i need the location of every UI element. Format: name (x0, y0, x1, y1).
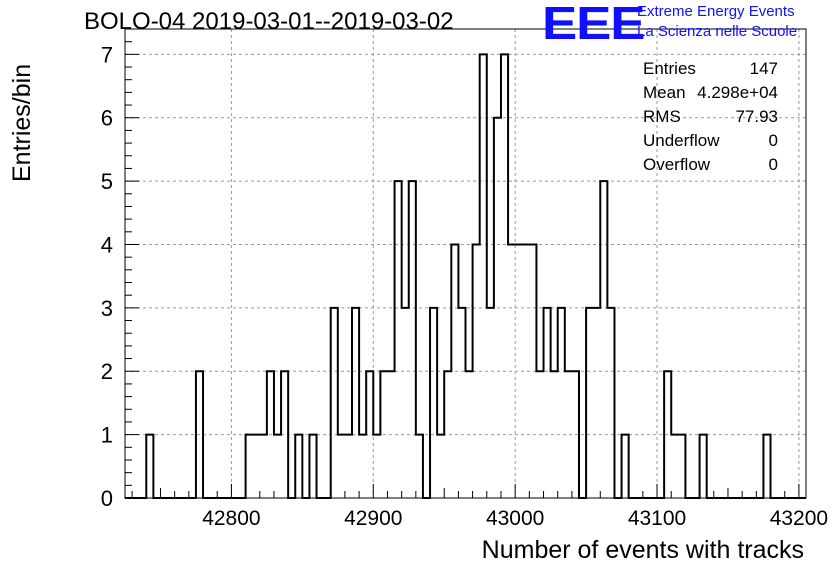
histogram-bin (700, 435, 707, 498)
histogram-bin (253, 435, 260, 498)
histogram-bin (678, 435, 685, 498)
histogram-bin (267, 371, 274, 498)
histogram-bin (246, 435, 253, 498)
histogram-bin (529, 244, 536, 498)
y-tick-label: 2 (101, 359, 113, 384)
histogram-bin (352, 308, 359, 498)
histogram-bin (536, 371, 543, 498)
histogram-bin (331, 308, 338, 498)
y-axis-label: Entries/bin (8, 63, 36, 182)
histogram-bin (593, 308, 600, 498)
histogram-bin (387, 371, 394, 498)
histogram-bin (501, 54, 508, 498)
histogram-bin (586, 308, 593, 498)
histogram-bin (508, 244, 515, 498)
stats-row-mean: Mean 4.298e+04 (640, 83, 782, 107)
stats-underflow-label: Underflow (643, 131, 720, 150)
histogram-bin (146, 435, 153, 498)
y-tick-label: 7 (101, 42, 113, 67)
histogram-bin (473, 244, 480, 498)
stats-row-entries: Entries 147 (640, 59, 782, 83)
y-tick-label: 3 (101, 296, 113, 321)
histogram-bin (572, 371, 579, 498)
y-tick-label: 5 (101, 169, 113, 194)
x-tick-label: 42900 (344, 507, 402, 530)
histogram-bin (607, 308, 614, 498)
histogram-bin (338, 435, 345, 498)
histogram-bin (515, 244, 522, 498)
y-tick-label: 1 (101, 423, 113, 448)
stats-underflow-value: 0 (768, 131, 778, 150)
stats-overflow-value: 0 (768, 155, 778, 174)
histogram-bin (480, 54, 487, 498)
histogram-bin (281, 371, 288, 498)
histogram-bin (402, 308, 409, 498)
x-tick-label: 43100 (628, 507, 686, 530)
stats-rms-value: 77.93 (735, 107, 778, 126)
x-axis-label: Number of events with tracks (481, 536, 804, 564)
logo-text-line2: La Scienza nelle Scuole (637, 23, 798, 40)
y-tick-label: 0 (101, 486, 113, 511)
histogram-outline (125, 53, 806, 499)
x-tick-label: 43200 (770, 507, 828, 530)
histogram-bin (196, 371, 203, 498)
histogram-bin (763, 435, 770, 498)
histogram-bin (558, 308, 565, 498)
stats-entries-label: Entries (643, 59, 696, 78)
stats-rms-label: RMS (643, 107, 681, 126)
histogram-bin (444, 371, 451, 498)
histogram-bin (671, 435, 678, 498)
stats-entries-value: 147 (749, 59, 778, 78)
stats-overflow-label: Overflow (643, 155, 711, 174)
histogram-bin (274, 435, 281, 498)
histogram-bin (622, 435, 629, 498)
stats-row-underflow: Underflow 0 (640, 131, 782, 155)
plot-frame (124, 28, 807, 499)
logo-mark: EEE (542, 0, 646, 49)
histogram-bin (487, 308, 494, 498)
x-tick-label: 42800 (202, 507, 260, 530)
chart-title: BOLO-04 2019-03-01--2019-03-02 (84, 8, 454, 35)
y-tick-label: 6 (101, 106, 113, 131)
logo-text-line1: Extreme Energy Events (637, 3, 795, 20)
histogram-bin (664, 371, 671, 498)
histogram-bin (600, 181, 607, 498)
histogram-bin (295, 435, 302, 498)
histogram-bin (522, 244, 529, 498)
histogram-bin (551, 371, 558, 498)
stats-mean-value: 4.298e+04 (697, 83, 778, 102)
eee-logo: EEE Extreme Energy Events La Scienza nel… (540, 0, 832, 49)
stats-box: Entries 147 Mean 4.298e+04 RMS 77.93 Und… (640, 59, 782, 179)
histogram-bin (565, 371, 572, 498)
histogram-bin (359, 435, 366, 498)
x-tick-label: 43000 (486, 507, 544, 530)
histogram-bin (494, 118, 501, 498)
histogram-bin (544, 308, 551, 498)
histogram-bin (430, 308, 437, 498)
histogram-bin (395, 181, 402, 498)
histogram-bin (260, 435, 267, 498)
histogram-bin (437, 435, 444, 498)
stats-row-rms: RMS 77.93 (640, 107, 782, 131)
histogram-bin (451, 244, 458, 498)
y-tick-label: 4 (101, 232, 113, 257)
stats-mean-label: Mean (643, 83, 686, 102)
stats-row-overflow: Overflow 0 (640, 155, 782, 179)
histogram-bin (416, 435, 423, 498)
histogram-bin (458, 308, 465, 498)
histogram-bin (345, 435, 352, 498)
histogram-bin (466, 371, 473, 498)
histogram-bin (409, 181, 416, 498)
histogram-bin (373, 435, 380, 498)
histogram-bin (380, 371, 387, 498)
histogram-bin (309, 435, 316, 498)
histogram-bin (366, 371, 373, 498)
